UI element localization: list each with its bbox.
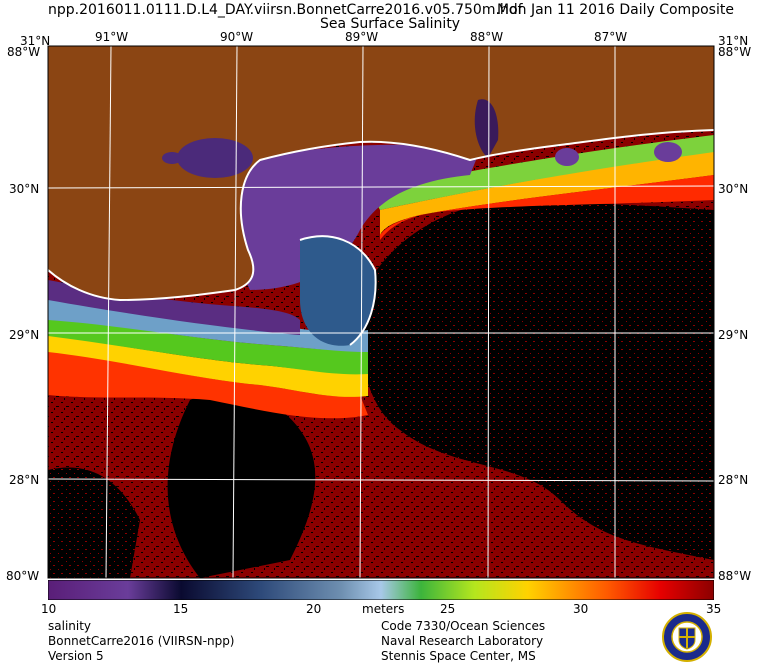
- lon-label-90w: 90°W: [220, 30, 254, 44]
- perdido-bay: [555, 148, 579, 166]
- lat-label-29n-right: 29°N: [718, 328, 749, 342]
- lon-label-88w: 88°W: [470, 30, 504, 44]
- lon-label-87w: 87°W: [594, 30, 628, 44]
- file-name-title: npp.2016011.0111.D.L4_DAY.viirsn.BonnetC…: [48, 2, 523, 18]
- salinity-band-east-green: [370, 135, 714, 210]
- graticule: [48, 46, 714, 578]
- colorbar-units: meters: [362, 602, 405, 616]
- colorbar-tick-30: 30: [573, 602, 589, 616]
- date-title: Mon Jan 11 2016 Daily Composite: [497, 2, 734, 18]
- salinity-band-yellow: [48, 335, 368, 397]
- lat-label-30n-left: 30°N: [9, 182, 40, 196]
- corner-label-left-88: 88°W: [7, 45, 41, 59]
- colorbar-tick-15: 15: [173, 602, 189, 616]
- footer-lab: Naval Research Laboratory: [381, 634, 544, 648]
- lat-label-30n-right: 30°N: [718, 182, 749, 196]
- lon-label-89w: 89°W: [345, 30, 379, 44]
- salinity-colorbar: [48, 580, 714, 600]
- salinity-band-green: [48, 318, 368, 375]
- footer-code: Code 7330/Ocean Sciences: [381, 619, 546, 633]
- delta-coastline: [299, 235, 377, 346]
- no-data-region-east: [359, 202, 714, 560]
- lat-label-28n-right: 28°N: [718, 473, 749, 487]
- lat-label-29n-left: 29°N: [9, 328, 40, 342]
- footer-version: Version 5: [48, 649, 104, 663]
- footer-dataset: BonnetCarre2016 (VIIRSN-npp): [48, 634, 235, 648]
- pensacola-bay: [654, 142, 682, 162]
- lat-label-28n-left: 28°N: [9, 473, 40, 487]
- lon-label-91w: 91°W: [95, 30, 129, 44]
- product-title: Sea Surface Salinity: [320, 16, 461, 32]
- nrl-seal-icon: [662, 612, 712, 662]
- salinity-band-east-yellow: [380, 150, 714, 235]
- salinity-map: [47, 45, 715, 579]
- coastline: [48, 129, 714, 302]
- colorbar-tick-35: 35: [706, 602, 722, 616]
- footer-location: Stennis Space Center, MS: [381, 649, 536, 663]
- footer-variable: salinity: [48, 619, 92, 633]
- corner-label-bottom-right: 88°W: [718, 569, 752, 583]
- corner-label-top-right: 31°N: [718, 34, 749, 48]
- land-mass: [48, 46, 714, 300]
- corner-label-right-88: 88°W: [718, 45, 752, 59]
- colorbar-tick-20: 20: [306, 602, 322, 616]
- corner-label-top-left: 31°N: [20, 34, 51, 48]
- colorbar-tick-10: 10: [41, 602, 57, 616]
- lake-maurepas: [162, 152, 182, 164]
- salinity-band-orange: [48, 350, 368, 419]
- colorbar-tick-25: 25: [440, 602, 456, 616]
- no-data-region-west: [48, 467, 140, 578]
- salinity-band-east-orange: [380, 175, 714, 240]
- mobile-bay: [474, 99, 499, 158]
- corner-label-bottom-left: 80°W: [6, 569, 40, 583]
- low-salinity-sound: [235, 144, 480, 290]
- low-salinity-delta: [300, 236, 376, 346]
- no-data-region-south: [167, 391, 316, 578]
- lake-pontchartrain: [177, 138, 253, 178]
